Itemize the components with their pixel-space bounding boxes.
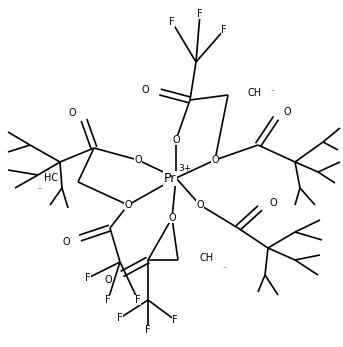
Text: O: O [134,155,142,165]
Text: ⁻: ⁻ [270,87,274,96]
Text: O: O [211,155,219,165]
Text: F: F [85,273,91,283]
Text: HC: HC [44,173,58,183]
Text: O: O [68,108,76,118]
Text: ⁻: ⁻ [222,264,226,273]
Text: F: F [145,325,151,335]
Text: 3+: 3+ [178,164,191,173]
Text: F: F [135,295,141,305]
Text: F: F [105,295,111,305]
Text: F: F [117,313,123,323]
Text: F: F [197,9,203,19]
Text: Pr: Pr [164,171,176,185]
Text: O: O [141,85,149,95]
Text: O: O [104,275,112,285]
Text: O: O [270,198,277,208]
Text: O: O [196,200,204,210]
Text: O: O [284,107,292,117]
Text: O: O [62,237,70,247]
Text: CH: CH [248,88,262,98]
Text: F: F [221,25,227,35]
Text: CH: CH [200,253,214,263]
Text: O: O [168,213,176,223]
Text: ⁻: ⁻ [37,185,41,194]
Text: O: O [172,135,180,145]
Text: O: O [124,200,132,210]
Text: F: F [172,315,178,325]
Text: F: F [169,17,175,27]
